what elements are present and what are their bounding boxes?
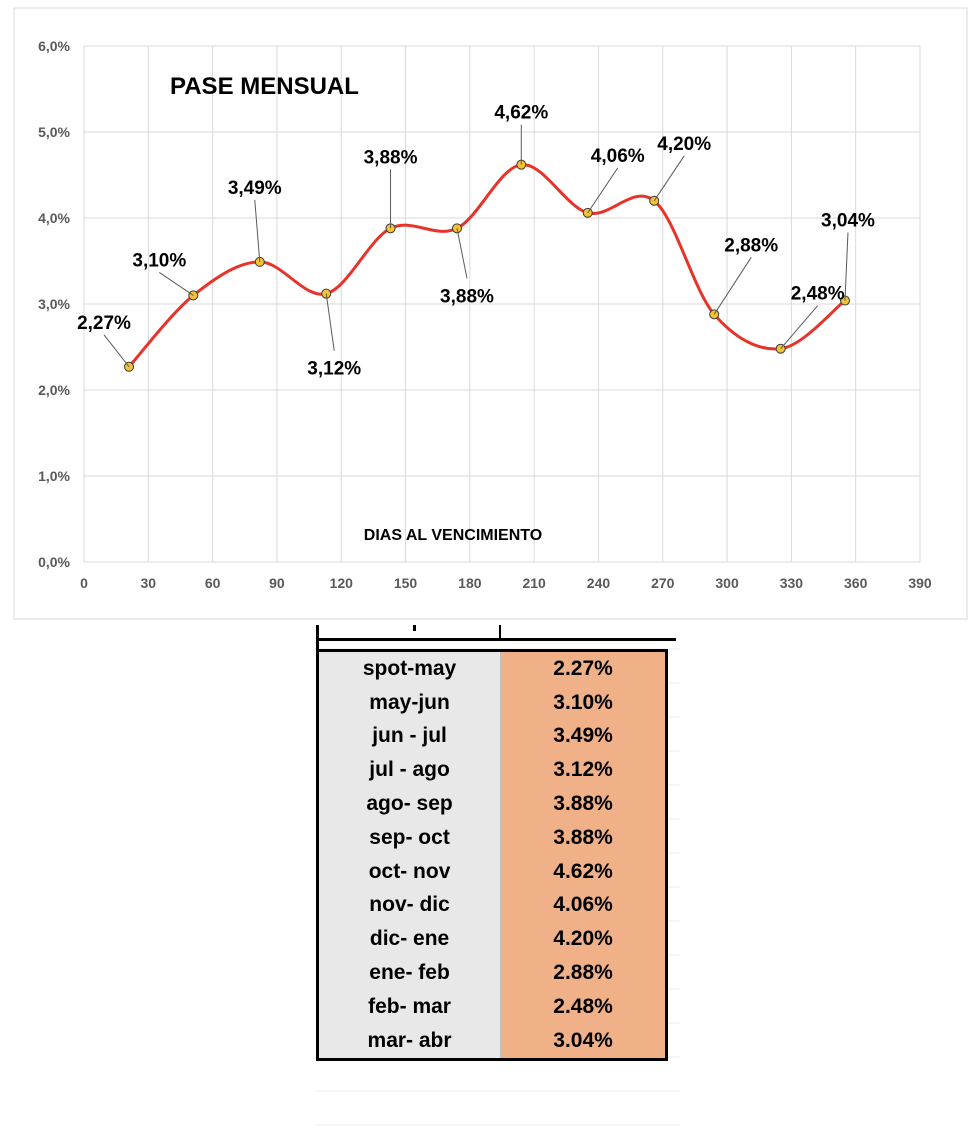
data-label: 3,10% (132, 250, 186, 271)
value-cell: 2.27% (500, 650, 667, 686)
value-cell: 4.20% (500, 922, 667, 957)
period-cell: feb- mar (317, 989, 502, 1024)
leader-line (780, 305, 819, 350)
x-tick-label: 390 (908, 575, 932, 591)
y-tick-label: 1,0% (38, 468, 70, 484)
x-axis-ticks: 0 30 60 90 120 150 180 210 240 270 300 330 360 390 (80, 575, 932, 591)
table-row: spot-may 2.27% (317, 650, 667, 686)
value-cell: 2.48% (500, 989, 667, 1024)
value-cell: 3.04% (500, 1023, 667, 1060)
pase-table: spot-may 2.27% may-jun 3.10% jun - jul 3.49% j… (316, 649, 668, 1061)
y-tick-label: 4,0% (38, 210, 70, 226)
table-row: oct- nov 4.62% (317, 854, 667, 889)
x-tick-label: 60 (205, 575, 221, 591)
x-tick-label: 180 (458, 575, 482, 591)
data-label: 3,12% (307, 359, 361, 380)
data-label: 4,20% (657, 134, 711, 155)
data-label: 3,49% (228, 178, 282, 199)
data-label: 3,88% (440, 286, 494, 307)
period-cell: jun - jul (317, 719, 502, 754)
data-labels: 2,27% 3,10% 3,49% 3,12% 3,88% 3,88% 4,62% 4,06%… (77, 103, 875, 380)
x-tick-label: 120 (330, 575, 354, 591)
table-header-mark (413, 625, 416, 631)
period-cell: oct- nov (317, 854, 502, 889)
data-label: 3,04% (821, 211, 875, 232)
period-cell: ene- feb (317, 956, 502, 990)
leader-line (587, 167, 619, 214)
y-tick-label: 0,0% (38, 554, 70, 570)
leader-line (713, 257, 752, 315)
x-axis-label: DIAS AL VENCIMIENTO (364, 527, 542, 544)
table-row: mar- abr 3.04% (317, 1023, 667, 1060)
period-cell: spot-may (317, 650, 502, 686)
table-row: sep- oct 3.88% (317, 820, 667, 855)
leader-line (653, 155, 685, 202)
leader-line (325, 293, 335, 351)
table-header-edge (316, 625, 319, 649)
data-label: 2,27% (77, 313, 131, 334)
x-tick-label: 150 (394, 575, 418, 591)
period-cell: jul - ago (317, 753, 502, 788)
period-cell: dic- ene (317, 922, 502, 957)
table-row: may-jun 3.10% (317, 685, 667, 720)
period-cell: nov- dic (317, 888, 502, 923)
x-tick-label: 0 (80, 575, 88, 591)
x-tick-label: 270 (651, 575, 675, 591)
x-tick-label: 300 (715, 575, 739, 591)
table-row: ago- sep 3.88% (317, 787, 667, 821)
value-cell: 3.10% (500, 685, 667, 720)
line-chart: 0,0% 1,0% 2,0% 3,0% 4,0% 5,0% 6,0% 0 30 60 90 120 1… (13, 7, 968, 620)
gridlines (83, 45, 921, 563)
chart-panel: 0,0% 1,0% 2,0% 3,0% 4,0% 5,0% 6,0% 0 30 60 90 120 1… (13, 7, 968, 620)
data-label: 2,88% (724, 235, 778, 256)
y-tick-label: 3,0% (38, 296, 70, 312)
table-row: nov- dic 4.06% (317, 888, 667, 923)
pase-table-area: spot-may 2.27% may-jun 3.10% jun - jul 3.49% j… (0, 625, 980, 1137)
value-cell: 4.62% (500, 854, 667, 889)
table-row: jun - jul 3.49% (317, 719, 667, 754)
leader-line (159, 271, 194, 296)
table-row: jul - ago 3.12% (317, 753, 667, 788)
table-row: ene- feb 2.88% (317, 956, 667, 990)
data-label: 2,48% (791, 284, 845, 305)
leader-line (254, 199, 261, 262)
period-cell: may-jun (317, 685, 502, 720)
x-tick-label: 330 (780, 575, 804, 591)
data-label: 4,62% (494, 103, 548, 124)
table-row: feb- mar 2.48% (317, 989, 667, 1024)
data-label: 4,06% (591, 146, 645, 167)
period-cell: ago- sep (317, 787, 502, 821)
value-cell: 3.88% (500, 820, 667, 855)
value-cell: 2.88% (500, 956, 667, 990)
y-tick-label: 5,0% (38, 124, 70, 140)
leader-line (844, 232, 849, 301)
period-cell: mar- abr (317, 1023, 502, 1060)
value-cell: 3.88% (500, 787, 667, 821)
leader-line (103, 334, 130, 368)
x-tick-label: 210 (522, 575, 546, 591)
table-row: dic- ene 4.20% (317, 922, 667, 957)
table-header-border (316, 638, 676, 641)
x-tick-label: 240 (587, 575, 611, 591)
x-tick-label: 30 (141, 575, 157, 591)
period-cell: sep- oct (317, 820, 502, 855)
value-cell: 3.49% (500, 719, 667, 754)
value-cell: 4.06% (500, 888, 667, 923)
chart-title: PASE MENSUAL (170, 73, 359, 100)
x-tick-label: 360 (844, 575, 868, 591)
leader-line (456, 228, 468, 279)
y-tick-label: 6,0% (38, 38, 70, 54)
table-header-divider (499, 625, 501, 641)
data-label: 3,88% (364, 147, 418, 168)
value-cell: 3.12% (500, 753, 667, 788)
y-tick-label: 2,0% (38, 382, 70, 398)
y-axis-ticks: 0,0% 1,0% 2,0% 3,0% 4,0% 5,0% 6,0% (38, 38, 70, 570)
x-tick-label: 90 (269, 575, 285, 591)
